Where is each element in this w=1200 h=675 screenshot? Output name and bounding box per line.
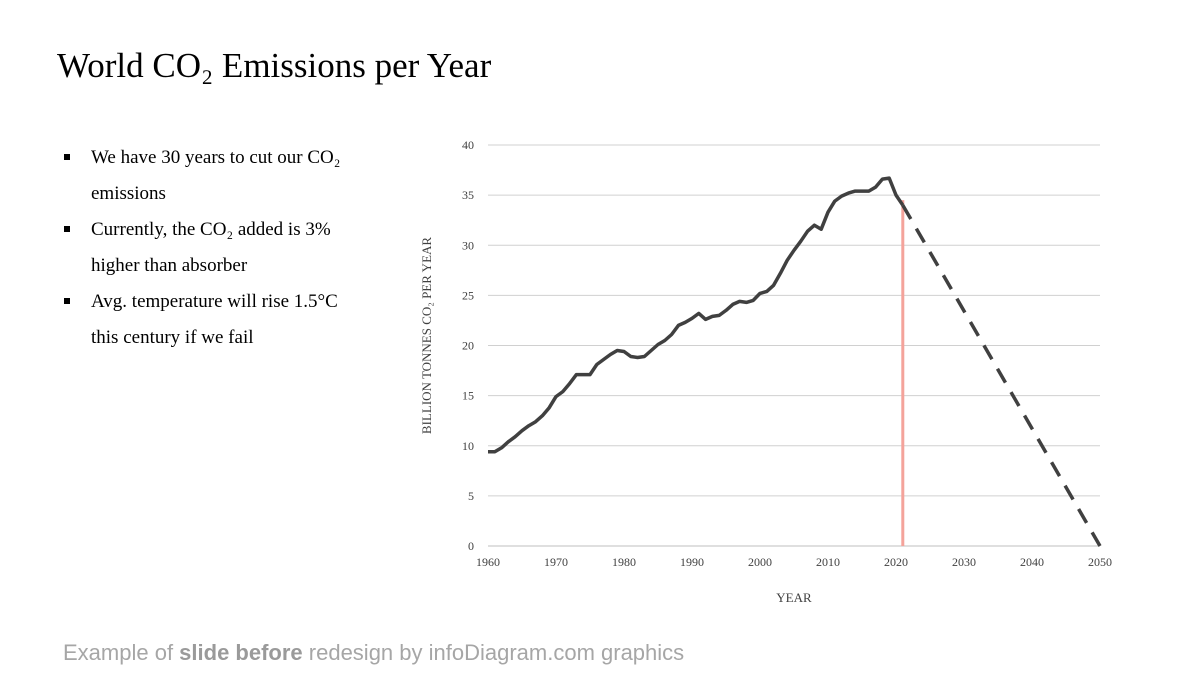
y-tick-label: 30 [462, 238, 474, 252]
y-tick-label: 25 [462, 288, 474, 302]
x-tick-label: 2030 [952, 555, 976, 569]
square-bullet-icon [64, 226, 70, 232]
bullet-item: Avg. temperature will rise 1.5°C this ce… [62, 284, 382, 356]
footer-caption: Example of slide before redesign by info… [63, 640, 684, 666]
bullet-text-line: Currently, the CO₂ added is 3% [91, 219, 331, 240]
x-axis-ticks: 1960 1970 1980 1990 2000 2010 2020 2030 2040 2050 [476, 555, 1112, 569]
x-tick-label: 1990 [680, 555, 704, 569]
x-tick-label: 1970 [544, 555, 568, 569]
y-tick-label: 40 [462, 138, 474, 152]
bullet-text-line: emissions [91, 183, 166, 204]
x-tick-label: 2000 [748, 555, 772, 569]
x-tick-label: 1980 [612, 555, 636, 569]
historical-line [488, 176, 905, 454]
x-axis-label: YEAR [776, 590, 812, 605]
series-lines [488, 176, 1102, 547]
footer-bold: slide before [179, 640, 303, 665]
bullet-item: We have 30 years to cut our CO₂ emission… [62, 140, 382, 212]
x-tick-label: 2040 [1020, 555, 1044, 569]
bullet-list: We have 30 years to cut our CO₂ emission… [62, 140, 382, 356]
bullet-item: Currently, the CO₂ added is 3% higher th… [62, 212, 382, 284]
y-tick-label: 0 [468, 539, 474, 553]
x-tick-label: 2010 [816, 555, 840, 569]
gridlines [488, 144, 1100, 547]
y-tick-label: 10 [462, 439, 474, 453]
y-tick-label: 15 [462, 389, 474, 403]
x-tick-label: 1960 [476, 555, 500, 569]
slide-title: World CO₂ Emissions per Year [57, 46, 492, 85]
bullet-text-line: Avg. temperature will rise 1.5°C [91, 291, 338, 312]
emissions-line-chart: 0 5 10 15 20 25 30 35 40 1960 1970 1980 1990 2000 201… [419, 138, 1112, 605]
x-tick-label: 2020 [884, 555, 908, 569]
bullet-text-line: higher than absorber [91, 255, 248, 276]
square-bullet-icon [64, 298, 70, 304]
y-tick-label: 35 [462, 188, 474, 202]
y-axis-ticks: 0 5 10 15 20 25 30 35 40 [462, 138, 474, 553]
footer-suffix: redesign by infoDiagram.com graphics [302, 640, 685, 665]
projection-line [901, 204, 1102, 547]
x-tick-label: 2050 [1088, 555, 1112, 569]
square-bullet-icon [64, 154, 70, 160]
bullet-text-line: We have 30 years to cut our CO₂ [91, 147, 341, 168]
bullet-text-line: this century if we fail [91, 327, 254, 348]
footer-prefix: Example of [63, 640, 180, 665]
y-tick-label: 5 [468, 489, 474, 503]
y-tick-label: 20 [462, 339, 474, 353]
y-axis-label: BILLION TONNES CO₂ PER YEAR [419, 237, 434, 434]
